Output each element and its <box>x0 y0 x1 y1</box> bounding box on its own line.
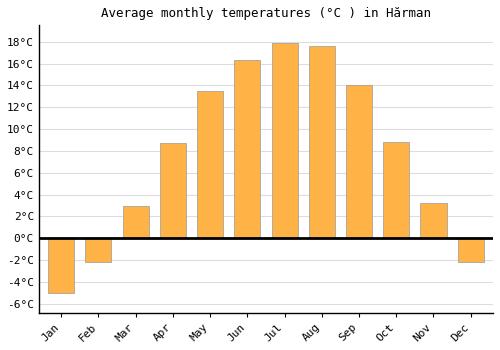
Bar <box>234 60 260 238</box>
Bar <box>346 85 372 238</box>
Bar <box>86 238 112 262</box>
Bar <box>122 205 148 238</box>
Bar <box>458 238 483 262</box>
Bar <box>383 142 409 238</box>
Bar <box>48 238 74 293</box>
Title: Average monthly temperatures (°C ) in Hărman: Average monthly temperatures (°C ) in Hă… <box>101 7 431 20</box>
Bar <box>197 91 223 238</box>
Bar <box>308 46 335 238</box>
Bar <box>420 203 446 238</box>
Bar <box>272 43 297 238</box>
Bar <box>160 143 186 238</box>
